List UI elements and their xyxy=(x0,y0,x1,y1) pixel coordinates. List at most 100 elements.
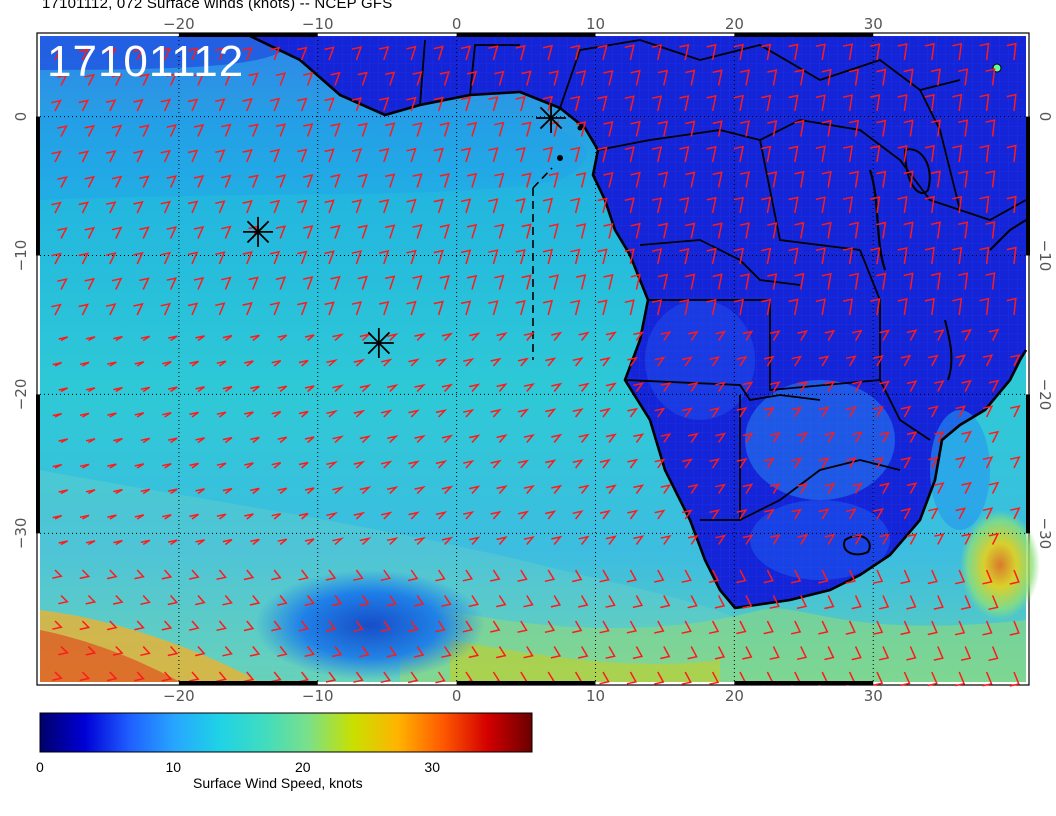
wind-barb xyxy=(140,335,151,342)
wind-barb xyxy=(79,514,90,520)
wind-barb xyxy=(140,594,151,606)
wind-barb xyxy=(687,483,699,494)
wind-barb xyxy=(733,196,744,214)
wind-barb xyxy=(715,432,727,443)
wind-barb xyxy=(386,646,397,658)
wind-barb xyxy=(934,431,945,443)
wind-barb xyxy=(906,646,917,661)
wind-barb xyxy=(490,620,501,633)
wind-barb xyxy=(216,411,227,418)
wind-barb xyxy=(900,569,911,585)
wind-barb xyxy=(79,463,90,469)
wind-barb xyxy=(244,360,254,367)
wind-barb xyxy=(490,569,501,582)
wind-barb xyxy=(304,385,315,393)
wind-barb xyxy=(221,72,232,86)
wind-barb xyxy=(651,248,663,265)
wind-barb xyxy=(818,620,829,635)
wind-barb xyxy=(815,298,826,316)
wind-barb xyxy=(876,170,887,188)
wind-barb xyxy=(105,150,117,163)
wind-barb xyxy=(630,171,641,188)
wind-barb xyxy=(900,405,912,418)
wind-barb xyxy=(490,357,502,367)
wind-barb xyxy=(958,119,969,137)
wind-barb xyxy=(216,569,227,581)
wind-barb xyxy=(570,146,581,163)
wind-barb xyxy=(714,595,726,609)
wind-barb xyxy=(903,68,914,86)
wind-barb xyxy=(597,197,608,214)
wind-barb xyxy=(709,356,721,367)
wind-barb xyxy=(160,98,172,112)
wind-barb xyxy=(715,534,727,545)
wind-barb xyxy=(821,170,832,188)
wind-barb xyxy=(979,93,990,112)
wind-barb xyxy=(433,45,444,61)
wind-barb xyxy=(1010,405,1021,418)
frame-tick-bar xyxy=(456,681,596,685)
wind-barb xyxy=(406,45,417,61)
wind-barb xyxy=(441,434,454,444)
wind-barb xyxy=(821,68,832,86)
wind-barb xyxy=(551,433,563,443)
wind-barb xyxy=(462,620,474,633)
frame-tick-bar xyxy=(734,681,874,685)
wind-barb xyxy=(1006,144,1017,163)
wind-barb xyxy=(466,121,478,137)
wind-barb xyxy=(353,460,366,469)
wind-barb xyxy=(548,223,559,239)
wind-barb xyxy=(51,99,62,112)
wind-barb xyxy=(107,514,117,520)
wind-barb xyxy=(488,198,499,214)
storm-marker xyxy=(536,102,567,133)
wind-barb xyxy=(496,646,507,659)
wind-barb xyxy=(815,43,826,61)
wind-barb xyxy=(934,482,945,494)
wind-barb xyxy=(277,436,288,444)
wind-barb xyxy=(982,569,993,585)
wind-barb xyxy=(277,385,288,393)
wind-barb xyxy=(386,595,397,607)
wind-barb xyxy=(681,407,693,418)
wind-barb xyxy=(105,48,117,61)
wind-barb xyxy=(521,70,532,86)
wind-barb xyxy=(879,482,890,494)
wind-barb xyxy=(242,98,253,112)
wind-barb xyxy=(794,272,805,290)
wind-barb xyxy=(952,246,963,265)
wind-barb xyxy=(685,120,696,137)
wind-barb xyxy=(627,509,639,520)
wind-barb xyxy=(271,512,282,520)
wind-barb xyxy=(134,569,145,580)
wind-barb xyxy=(1010,354,1021,367)
wind-barb xyxy=(715,381,727,392)
wind-barb xyxy=(570,95,581,112)
wind-barb xyxy=(433,300,444,316)
wind-barb xyxy=(979,246,990,265)
wind-barb xyxy=(654,356,666,367)
wind-barb xyxy=(324,199,335,214)
wind-barb xyxy=(903,272,914,290)
lon-tick-label: 20 xyxy=(725,687,744,705)
wind-barb xyxy=(303,225,314,239)
wind-barb xyxy=(627,458,639,469)
wind-barb xyxy=(709,407,721,418)
wind-barb xyxy=(357,275,368,290)
wind-barb xyxy=(215,47,226,61)
wind-barb xyxy=(407,620,419,633)
wind-barb xyxy=(221,174,232,188)
wind-barb xyxy=(633,331,645,341)
wind-barb xyxy=(842,196,854,214)
wind-barb xyxy=(359,595,370,607)
wind-barb xyxy=(626,620,638,634)
wind-barb xyxy=(542,95,554,112)
wind-barb xyxy=(988,430,1000,443)
wind-barb xyxy=(605,331,617,341)
wind-barb xyxy=(660,646,671,660)
wind-barb xyxy=(603,223,614,239)
wind-barb xyxy=(872,620,884,635)
wind-barb xyxy=(269,97,281,112)
wind-barb xyxy=(433,147,444,163)
wind-barb xyxy=(460,96,472,112)
